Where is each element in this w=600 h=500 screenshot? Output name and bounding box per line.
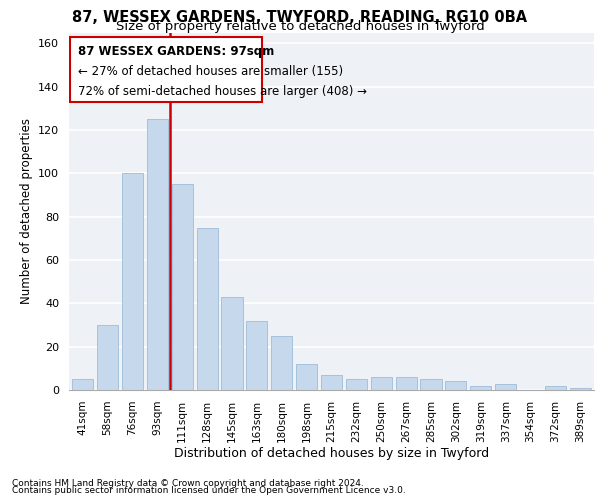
Bar [271, 336, 292, 390]
Bar [321, 375, 342, 390]
Bar [421, 379, 442, 390]
Text: Contains HM Land Registry data © Crown copyright and database right 2024.: Contains HM Land Registry data © Crown c… [12, 478, 364, 488]
Bar [172, 184, 193, 390]
Text: Size of property relative to detached houses in Twyford: Size of property relative to detached ho… [116, 20, 484, 33]
Bar [147, 119, 168, 390]
Bar [346, 379, 367, 390]
Text: 87, WESSEX GARDENS, TWYFORD, READING, RG10 0BA: 87, WESSEX GARDENS, TWYFORD, READING, RG… [73, 10, 527, 25]
Bar [122, 174, 143, 390]
Bar [221, 297, 242, 390]
Bar [570, 388, 591, 390]
Bar [395, 377, 417, 390]
X-axis label: Distribution of detached houses by size in Twyford: Distribution of detached houses by size … [174, 448, 489, 460]
Bar [97, 325, 118, 390]
Text: ← 27% of detached houses are smaller (155): ← 27% of detached houses are smaller (15… [78, 65, 343, 78]
Y-axis label: Number of detached properties: Number of detached properties [20, 118, 32, 304]
Bar [470, 386, 491, 390]
Bar [371, 377, 392, 390]
Text: 87 WESSEX GARDENS: 97sqm: 87 WESSEX GARDENS: 97sqm [78, 46, 274, 59]
Bar [197, 228, 218, 390]
Text: Contains public sector information licensed under the Open Government Licence v3: Contains public sector information licen… [12, 486, 406, 495]
Bar [72, 379, 93, 390]
Bar [296, 364, 317, 390]
Bar [495, 384, 516, 390]
FancyBboxPatch shape [70, 37, 262, 102]
Bar [246, 320, 268, 390]
Text: 72% of semi-detached houses are larger (408) →: 72% of semi-detached houses are larger (… [78, 84, 367, 98]
Bar [445, 382, 466, 390]
Bar [545, 386, 566, 390]
